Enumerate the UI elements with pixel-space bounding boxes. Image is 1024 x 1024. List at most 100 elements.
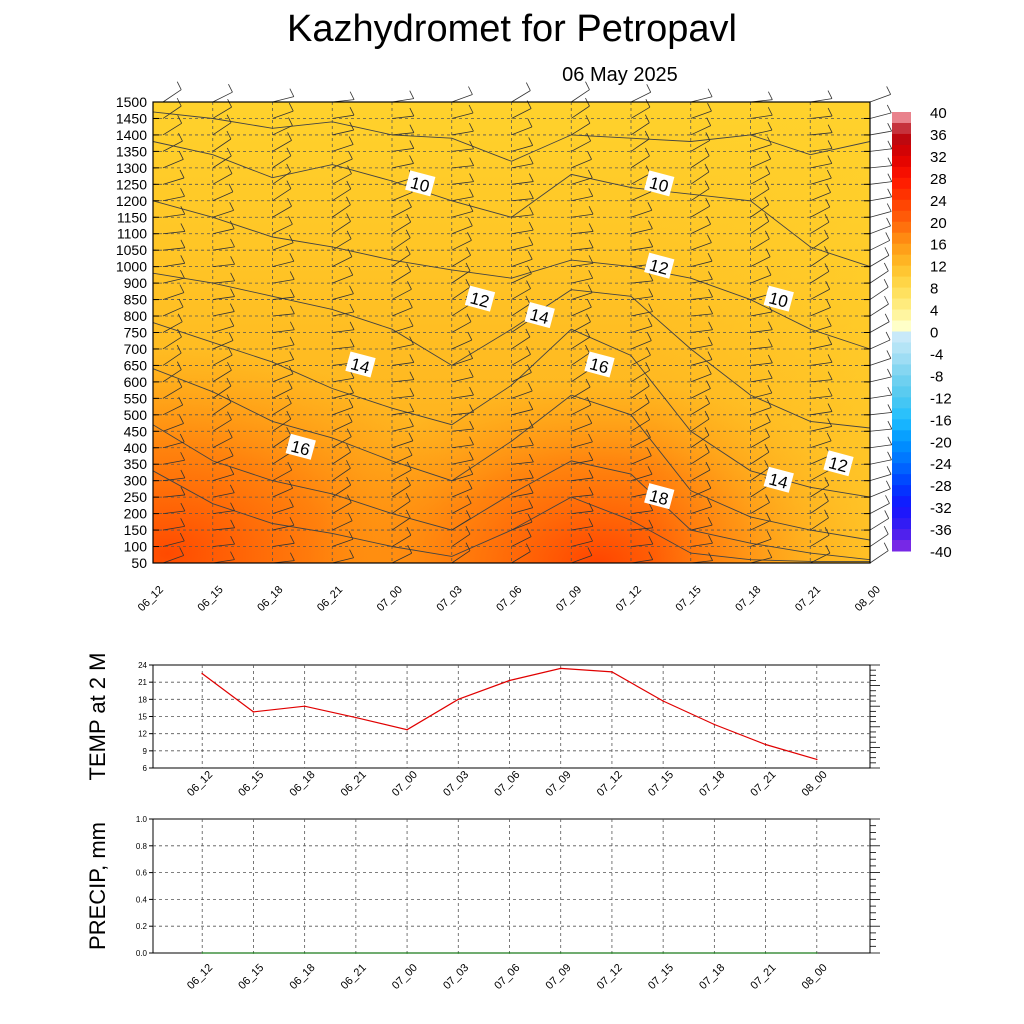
wind-barb <box>162 518 186 531</box>
wind-barb <box>272 271 295 284</box>
wind-barb-staff <box>272 329 295 333</box>
data-point <box>406 952 408 954</box>
wind-barb <box>511 265 532 284</box>
colorbar-bin <box>892 199 911 212</box>
wind-barb-feather <box>704 147 710 157</box>
wind-barb <box>750 230 770 251</box>
wind-barb <box>391 229 411 251</box>
y-tick-label: 300 <box>124 473 148 489</box>
wind-barb-staff <box>212 437 233 449</box>
colorbar-bin <box>892 353 911 365</box>
wind-barb-staff <box>869 444 892 449</box>
wind-barb-staff <box>690 469 711 482</box>
wind-barb-feather <box>349 285 354 294</box>
wind-barb-staff <box>630 173 651 185</box>
x-tick-label: 07_03 <box>435 584 465 614</box>
wind-barb-feather <box>289 271 295 280</box>
contour-label: 14 <box>345 351 376 378</box>
x-tick-label: 07_21 <box>748 769 778 799</box>
wind-barb <box>332 531 354 547</box>
wind-barb-feather <box>468 86 473 95</box>
y-tick-label: 850 <box>124 292 148 308</box>
wind-barb-staff <box>690 359 713 366</box>
wind-barb <box>869 188 893 202</box>
wind-barb-staff <box>391 325 414 333</box>
wind-barb-feather <box>287 132 292 141</box>
wind-barb-staff <box>690 223 711 235</box>
wind-barb <box>511 173 534 185</box>
wind-barb <box>272 102 294 119</box>
wind-barb-feather <box>408 432 414 441</box>
wind-barb-staff <box>332 221 351 235</box>
wind-barb-staff <box>690 140 711 152</box>
wind-barb-feather <box>765 248 771 257</box>
wind-barb-feather <box>707 88 713 97</box>
wind-barb-feather <box>290 552 295 561</box>
wind-barb-staff <box>332 421 353 432</box>
wind-barb-staff <box>810 177 832 185</box>
wind-barb-staff <box>272 403 292 416</box>
wind-barb-staff <box>571 321 591 333</box>
wind-barb <box>162 169 185 185</box>
wind-barb <box>391 213 412 235</box>
wind-barb <box>690 480 712 498</box>
wind-barb-staff <box>630 106 651 119</box>
wind-barb-staff <box>332 238 352 251</box>
wind-barb <box>690 498 712 514</box>
wind-barb <box>272 395 292 416</box>
colorbar-bin <box>892 210 911 223</box>
wind-barb <box>750 338 773 350</box>
wind-barb <box>332 494 352 514</box>
wind-barb <box>750 136 772 152</box>
colorbar-bin <box>892 474 911 486</box>
wind-barb <box>451 278 471 300</box>
wind-barb-feather <box>825 198 831 208</box>
contour-label-box <box>345 351 376 378</box>
wind-barb-feather <box>349 303 355 313</box>
colorbar-label: -20 <box>930 434 952 451</box>
wind-barb-feather <box>465 526 471 535</box>
wind-barb-feather <box>887 386 893 396</box>
wind-barb-feather <box>226 114 232 123</box>
wind-barb-feather <box>767 121 773 131</box>
wind-barb <box>391 509 411 531</box>
wind-barb-staff <box>630 419 650 432</box>
data-point <box>303 705 306 707</box>
wind-barb-staff <box>272 373 294 383</box>
wind-barb-feather <box>347 165 352 174</box>
wind-barb-feather <box>588 532 593 542</box>
wind-barb-feather <box>230 535 235 545</box>
wind-barb-staff <box>750 256 771 267</box>
wind-barb-staff <box>869 459 892 465</box>
wind-barb-feather <box>346 196 351 206</box>
y-tick-label: 500 <box>124 407 148 423</box>
wind-barb-staff <box>272 506 294 514</box>
wind-barb <box>162 206 186 218</box>
colorbar-bin <box>892 430 911 442</box>
wind-barb <box>162 284 185 300</box>
wind-barb <box>571 547 593 564</box>
wind-barb <box>212 220 235 235</box>
wind-barb-staff <box>750 392 772 399</box>
wind-barb-feather <box>405 229 411 239</box>
wind-barb <box>869 217 891 235</box>
contour-label: 12 <box>464 285 496 312</box>
y-tick-label: 0.4 <box>136 895 148 904</box>
wind-barb <box>810 184 831 202</box>
wind-barb <box>810 198 831 218</box>
wind-barb <box>391 124 415 136</box>
wind-barb-staff <box>750 484 770 498</box>
wind-barb <box>869 262 889 284</box>
wind-barb-staff <box>162 352 182 366</box>
wind-barb <box>162 361 182 383</box>
wind-barb <box>391 317 414 333</box>
wind-barb-staff <box>451 376 474 383</box>
contour-label: 10 <box>763 285 794 312</box>
wind-barb-feather <box>289 321 295 330</box>
wind-barb <box>869 420 893 432</box>
wind-barb-staff <box>630 473 653 482</box>
contour-label-text: 10 <box>408 173 431 196</box>
y-tick-label: 0.2 <box>136 922 148 931</box>
wind-barb-feather <box>648 551 654 560</box>
wind-barb <box>571 469 594 482</box>
